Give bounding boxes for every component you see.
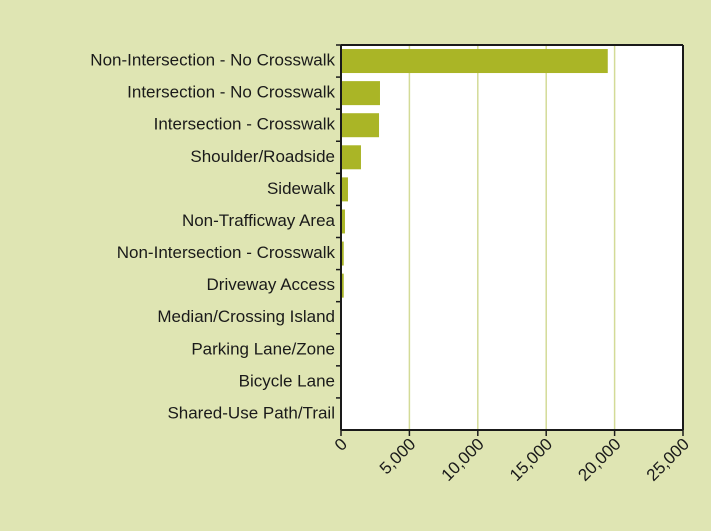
y-tick-label: Median/Crossing Island: [157, 307, 335, 326]
y-tick-label: Non-Intersection - Crosswalk: [117, 243, 336, 262]
y-tick-label: Non-Intersection - No Crosswalk: [90, 51, 335, 70]
bar: [341, 145, 361, 170]
bar: [341, 209, 345, 234]
plot-area: [341, 45, 683, 430]
y-tick-label: Non-Trafficway Area: [182, 211, 336, 230]
bar: [341, 81, 380, 106]
bar: [341, 241, 344, 266]
bar: [341, 49, 608, 74]
y-tick-label: Driveway Access: [207, 275, 335, 294]
y-tick-label: Sidewalk: [267, 179, 336, 198]
y-tick-label: Bicycle Lane: [239, 371, 335, 390]
y-tick-label: Parking Lane/Zone: [191, 339, 335, 358]
bar: [341, 113, 380, 138]
y-tick-label: Intersection - Crosswalk: [154, 115, 336, 134]
bar: [341, 177, 348, 202]
bar: [341, 273, 344, 298]
y-tick-label: Intersection - No Crosswalk: [127, 83, 335, 102]
y-tick-label: Shared-Use Path/Trail: [167, 403, 335, 422]
y-tick-label: Shoulder/Roadside: [190, 147, 335, 166]
